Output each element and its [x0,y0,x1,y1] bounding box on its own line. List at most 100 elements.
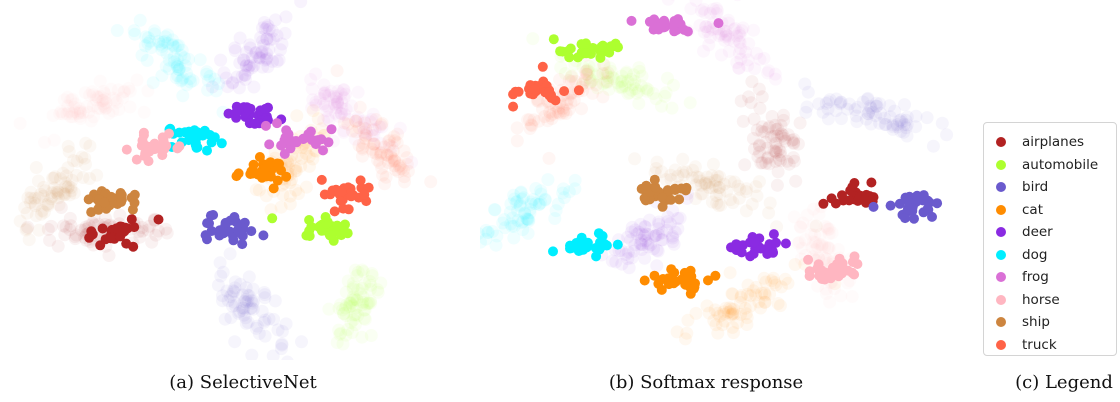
faint-point-cat [726,306,740,320]
point-automobile [588,43,599,54]
faint-point-airplanes [160,226,174,240]
faint-point-bird [897,118,911,132]
faint-point-bird [225,287,239,301]
faint-point-truck [386,144,400,158]
legend-entry: airplanes [996,131,1116,154]
faint-point-automobile [619,66,633,80]
faint-point-ship [699,176,713,190]
faint-point-bird [812,97,826,111]
faint-point-frog [697,2,711,16]
faint-point-automobile [623,86,636,100]
faint-point-frog [732,34,746,48]
faint-point-automobile [627,68,641,82]
faint-point-truck [385,154,399,168]
faint-point-ship [41,197,55,211]
faint-point-ship [708,173,722,187]
faint-point-dog [515,192,529,206]
point-airplanes [129,222,140,233]
faint-point-truck [564,96,578,110]
faint-point-horse [807,202,821,216]
faint-point-cat [294,159,308,173]
faint-point-cat [754,301,768,315]
faint-point-horse [808,243,822,257]
faint-point-truck [355,141,369,155]
faint-point-frog [374,137,388,151]
faint-point-frog [334,106,348,120]
faint-point-automobile [600,76,614,90]
faint-point-automobile [374,276,388,290]
faint-point-ship [705,169,719,183]
faint-point-bird [244,294,258,308]
faint-point-horse [827,282,841,296]
faint-point-ship [696,187,710,201]
faint-point-deer [638,251,652,265]
point-airplanes [830,198,841,209]
faint-point-deer [652,222,665,236]
faint-points-layer [13,0,438,360]
faint-point-airplanes [758,125,772,139]
faint-point-truck [358,128,372,142]
point-automobile [606,41,616,52]
faint-point-bird [245,348,259,360]
faint-point-bird [859,112,873,126]
faint-point-deer [262,22,276,36]
faint-point-cat [264,203,278,217]
faint-point-truck [365,142,379,156]
point-airplanes [128,241,139,252]
faint-point-ship [60,169,73,183]
legend-label: automobile [1022,156,1099,173]
faint-point-horse [819,287,833,300]
faint-point-frog [335,96,349,109]
faint-point-deer [242,59,256,73]
faint-point-automobile [621,74,635,88]
point-ship [129,189,140,200]
faint-point-airplanes [747,112,761,126]
faint-point-horse [47,133,61,147]
faint-point-ship [57,186,71,200]
faint-point-frog [367,129,381,142]
faint-point-truck [556,106,570,120]
point-truck [355,175,366,186]
faint-point-horse [117,85,131,99]
faint-point-automobile [683,96,697,110]
faint-point-truck [356,142,369,156]
faint-point-ship [22,233,36,247]
faint-point-airplanes [754,156,768,170]
faint-point-frog [357,125,371,139]
faint-point-horse [822,227,836,241]
faint-point-automobile [602,82,616,96]
point-automobile [555,46,566,57]
faint-point-horse [823,295,837,309]
faint-point-deer [652,228,665,241]
point-bird [206,226,217,236]
faint-point-airplanes [750,123,764,137]
faint-point-horse [818,219,832,233]
faint-point-airplanes [748,142,761,156]
faint-point-deer [667,237,681,251]
faint-point-frog [324,84,338,98]
point-truck [543,87,554,98]
faint-point-bird [861,107,875,121]
faint-point-truck [388,154,402,168]
faint-point-horse [822,241,836,255]
point-ship [670,185,681,195]
faint-point-truck [353,100,367,114]
faint-point-ship [694,187,708,201]
faint-point-deer [294,0,308,9]
faint-point-bird [268,294,282,308]
faint-point-truck [546,107,560,121]
faint-point-frog [717,24,731,38]
faint-point-truck [357,137,370,150]
point-dog [565,243,575,254]
faint-point-bird [239,316,253,330]
faint-point-ship [709,179,722,193]
faint-point-truck [543,105,557,119]
faint-point-bird [848,103,862,117]
faint-point-automobile [599,66,613,80]
faint-point-dog [488,203,501,216]
faint-point-bird [252,327,266,340]
faint-point-deer [666,229,679,243]
faint-point-horse [795,241,809,255]
faint-point-dog [507,192,521,206]
faint-point-airplanes [141,223,155,237]
